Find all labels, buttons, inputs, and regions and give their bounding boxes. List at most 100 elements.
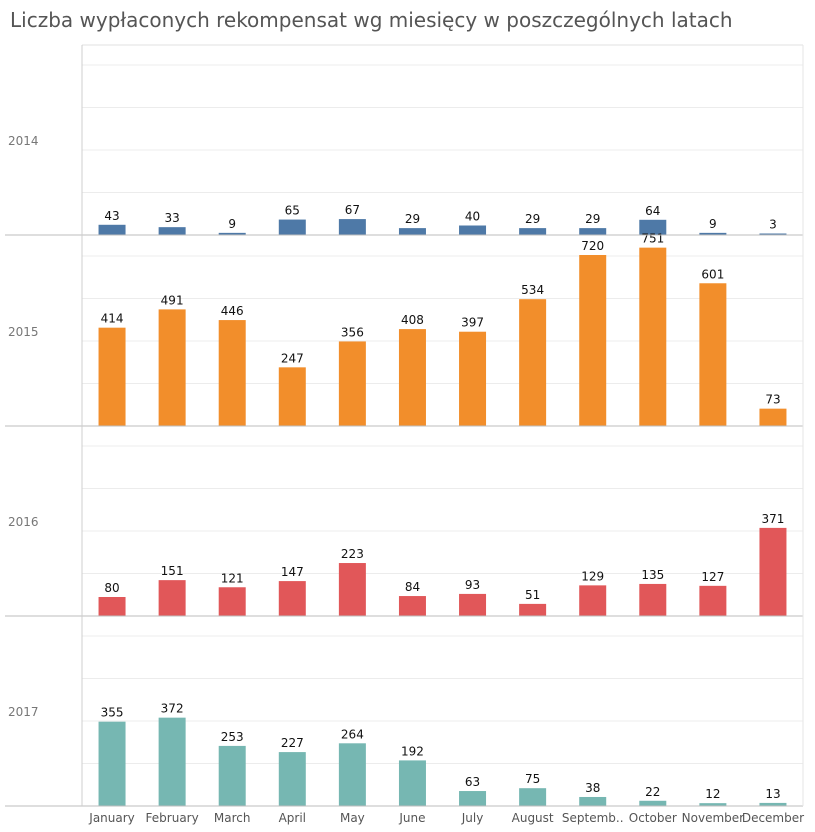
bar-2015-9 bbox=[579, 255, 607, 426]
x-tick-label: July bbox=[461, 811, 484, 825]
data-label-2015-4: 247 bbox=[281, 351, 304, 365]
bar-2014-5 bbox=[338, 219, 366, 235]
bar-2016-7 bbox=[459, 593, 487, 616]
data-label-2016-11: 127 bbox=[701, 570, 724, 584]
data-label-2016-2: 151 bbox=[161, 564, 184, 578]
data-label-2014-5: 67 bbox=[345, 203, 360, 217]
data-label-2015-1: 414 bbox=[101, 312, 124, 326]
data-label-2015-10: 751 bbox=[641, 232, 664, 246]
bar-2015-8 bbox=[519, 299, 547, 426]
data-label-2015-5: 356 bbox=[341, 325, 364, 339]
x-tick-label: November bbox=[682, 811, 744, 825]
bar-2017-6 bbox=[398, 760, 426, 806]
bar-2017-8 bbox=[519, 788, 547, 806]
bar-2014-1 bbox=[98, 224, 126, 235]
data-label-2017-4: 227 bbox=[281, 736, 304, 750]
data-label-2014-12: 3 bbox=[769, 218, 777, 232]
data-label-2015-8: 534 bbox=[521, 283, 544, 297]
data-label-2016-3: 121 bbox=[221, 571, 244, 585]
bar-2014-10 bbox=[639, 219, 667, 235]
bar-2017-3 bbox=[218, 745, 246, 806]
bar-2014-11 bbox=[699, 232, 727, 235]
data-label-2014-6: 29 bbox=[405, 212, 420, 226]
data-label-2014-10: 64 bbox=[645, 204, 660, 218]
bar-2017-2 bbox=[158, 717, 186, 806]
data-label-2017-5: 264 bbox=[341, 727, 364, 741]
data-label-2016-8: 51 bbox=[525, 588, 540, 602]
bar-2016-3 bbox=[218, 587, 246, 616]
data-label-2016-4: 147 bbox=[281, 565, 304, 579]
data-label-2015-6: 408 bbox=[401, 313, 424, 327]
data-label-2016-6: 84 bbox=[405, 580, 420, 594]
data-label-2017-8: 75 bbox=[525, 772, 540, 786]
bar-2017-9 bbox=[579, 796, 607, 806]
data-label-2015-3: 446 bbox=[221, 304, 244, 318]
data-label-2016-12: 371 bbox=[762, 512, 785, 526]
bar-2014-6 bbox=[398, 228, 426, 235]
bar-2016-4 bbox=[278, 581, 306, 616]
bar-2015-2 bbox=[158, 309, 186, 426]
bar-2017-12 bbox=[759, 802, 787, 806]
data-label-2017-9: 38 bbox=[585, 781, 600, 795]
bar-2015-1 bbox=[98, 327, 126, 426]
x-tick-label: February bbox=[146, 811, 199, 825]
bar-2017-11 bbox=[699, 803, 727, 806]
data-label-2015-2: 491 bbox=[161, 293, 184, 307]
month-labels: January February March April May June July Augu… bbox=[88, 811, 804, 825]
x-tick-label: May bbox=[340, 811, 365, 825]
data-label-2014-3: 9 bbox=[228, 217, 236, 231]
bar-2015-6 bbox=[398, 329, 426, 426]
panel-label-2014: 2014 bbox=[8, 134, 39, 148]
bar-2016-1 bbox=[98, 597, 126, 616]
bar-2014-7 bbox=[459, 225, 487, 235]
bar-2017-7 bbox=[459, 791, 487, 806]
x-tick-label: Septemb.. bbox=[562, 811, 624, 825]
data-label-2017-7: 63 bbox=[465, 775, 480, 789]
x-tick-label: March bbox=[214, 811, 251, 825]
data-label-2016-1: 80 bbox=[104, 581, 119, 595]
data-label-2017-3: 253 bbox=[221, 730, 244, 744]
bar-2015-10 bbox=[639, 247, 667, 426]
x-tick-label: January bbox=[88, 811, 135, 825]
data-label-2017-6: 192 bbox=[401, 744, 424, 758]
data-label-2014-9: 29 bbox=[585, 212, 600, 226]
bar-2017-1 bbox=[98, 721, 126, 806]
data-label-2017-1: 355 bbox=[101, 706, 124, 720]
bar-2016-10 bbox=[639, 583, 667, 616]
bar-2014-4 bbox=[278, 219, 306, 235]
bar-2016-11 bbox=[699, 585, 727, 616]
bar-2014-3 bbox=[218, 232, 246, 235]
panel-label-2016: 2016 bbox=[8, 515, 39, 529]
bar-2017-4 bbox=[278, 752, 306, 806]
bar-2014-2 bbox=[158, 227, 186, 235]
data-label-2017-2: 372 bbox=[161, 702, 184, 716]
bar-2017-5 bbox=[338, 743, 366, 806]
data-label-2016-10: 135 bbox=[641, 568, 664, 582]
bar-2014-12 bbox=[759, 233, 787, 235]
bar-2015-4 bbox=[278, 367, 306, 426]
data-label-2014-4: 65 bbox=[285, 204, 300, 218]
bar-2016-9 bbox=[579, 585, 607, 616]
data-label-2017-11: 12 bbox=[705, 787, 720, 801]
bar-2016-2 bbox=[158, 580, 186, 616]
panel-labels: 2014 2015 2016 2017 bbox=[8, 134, 39, 719]
data-label-2014-1: 43 bbox=[104, 209, 119, 223]
data-label-2015-7: 397 bbox=[461, 316, 484, 330]
x-tick-label: December bbox=[742, 811, 804, 825]
bar-2017-10 bbox=[639, 800, 667, 806]
data-label-2015-11: 601 bbox=[701, 267, 724, 281]
bar-2015-12 bbox=[759, 408, 787, 426]
data-label-2015-9: 720 bbox=[581, 239, 604, 253]
panel-label-2015: 2015 bbox=[8, 325, 39, 339]
bar-2016-5 bbox=[338, 563, 366, 616]
x-tick-label: August bbox=[512, 811, 554, 825]
chart-title: Liczba wypłaconych rekompensat wg miesię… bbox=[10, 8, 733, 32]
data-label-2014-8: 29 bbox=[525, 212, 540, 226]
x-tick-label: April bbox=[279, 811, 306, 825]
bar-2014-8 bbox=[519, 228, 547, 235]
x-tick-label: June bbox=[398, 811, 425, 825]
bar-2016-12 bbox=[759, 527, 787, 616]
data-label-2017-12: 13 bbox=[765, 787, 780, 801]
